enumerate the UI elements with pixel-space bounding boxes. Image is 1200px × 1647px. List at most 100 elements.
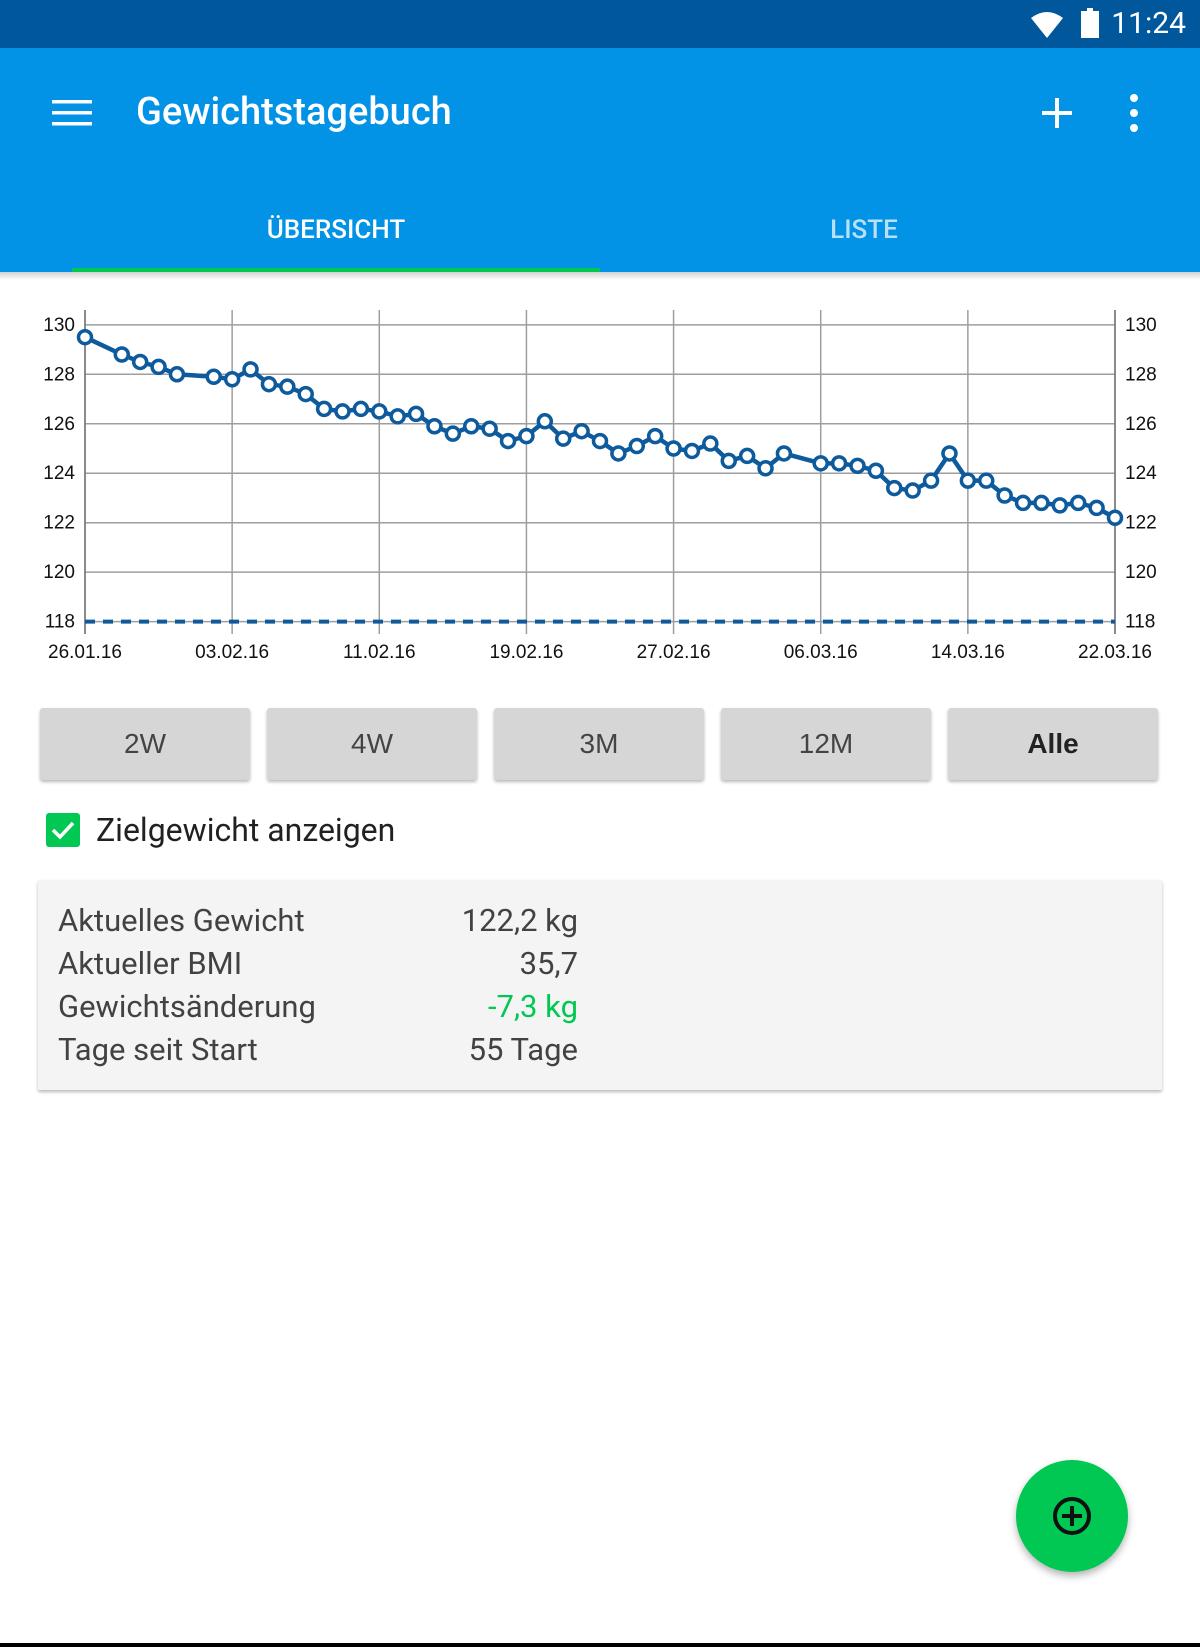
weight-data-point [260,375,278,393]
checkmark-icon [51,821,75,840]
tab-indicator [72,268,600,272]
weight-data-point [113,346,131,363]
weight-data-point [830,455,848,472]
weight-data-point [628,437,646,455]
chart-x-ticks: 26.01.16 03.02.16 11.02.16 19.02.16 27.02.16… [48,642,1152,663]
weight-data-point [536,413,554,430]
weight-data-point [463,417,480,435]
weight-data-point [1033,494,1050,512]
weight-data-point [1106,509,1124,527]
range-button-12m[interactable]: 12M [721,708,931,780]
stats-card: Aktuelles Gewicht 122,2 kg Aktueller BMI… [38,880,1162,1090]
stat-row-weight-change: Gewichtsänderung -7,3 kg [58,988,578,1031]
weight-data-point [591,432,609,450]
weight-data-point [867,462,885,480]
weight-data-point [720,452,737,470]
weight-data-point [407,405,425,423]
stat-value: -7,3 kg [487,988,578,1025]
range-button-4w[interactable]: 4W [267,708,477,780]
weight-data-point [996,487,1013,504]
add-circle-icon [1053,1497,1091,1535]
target-weight-toggle[interactable]: Zielgewicht anzeigen [46,810,395,850]
weight-data-point [554,430,572,447]
stat-row-days: Tage seit Start 55 Tage [58,1031,578,1074]
weight-data-point [223,371,241,388]
x-tick-label: 26.01.16 [48,642,122,663]
x-tick-label: 03.02.16 [195,642,269,663]
range-button-2w[interactable]: 2W [40,708,250,780]
x-tick-label: 14.03.16 [931,642,1005,663]
weight-data-point [279,378,296,395]
tab-overview[interactable]: ÜBERSICHT [266,215,406,245]
weight-data-point [959,472,977,489]
weight-data-point [242,361,259,378]
stat-row-bmi: Aktueller BMI 35,7 [58,945,578,988]
weight-data-point [812,455,829,472]
range-button-3m[interactable]: 3M [494,708,704,780]
y-tick-label-left: 122 [43,513,75,534]
stat-value: 55 Tage [468,1031,578,1068]
y-tick-label-right: 122 [1125,513,1157,534]
app-bar-shadow [0,272,1200,280]
weight-data-point [702,435,719,452]
target-weight-label: Zielgewicht anzeigen [96,811,396,849]
weight-data-point [444,425,462,442]
y-tick-label-right: 130 [1125,315,1157,336]
y-tick-label-right: 128 [1125,364,1157,385]
stat-label: Aktueller BMI [58,945,243,982]
battery-icon [1081,8,1099,38]
weight-chart: 118 118 120 120 122 122 124 124 126 126 128 128 130 1… [43,310,1157,663]
weight-data-point [886,479,903,497]
weight-data-point [76,328,94,346]
weight-data-point [646,427,664,445]
y-tick-label-right: 124 [1125,463,1157,484]
y-tick-label-left: 128 [43,364,75,385]
weight-data-point [941,445,958,462]
weight-data-point [205,368,222,386]
stat-label: Tage seit Start [58,1031,258,1068]
weight-data-point [683,442,701,460]
range-button-all[interactable]: Alle [948,708,1158,780]
weight-data-point [1069,494,1087,512]
weight-data-point [1088,499,1105,517]
weight-data-point [518,427,535,445]
weight-data-point [738,447,756,465]
weight-data-point [1051,497,1069,514]
weight-data-point [481,420,498,437]
weight-data-point [978,472,995,489]
stat-label: Gewichtsänderung [58,988,316,1025]
weight-data-point [922,472,940,489]
weight-data-point [499,432,517,450]
more-vert-icon[interactable] [1128,93,1140,133]
stat-label: Aktuelles Gewicht [58,902,305,939]
x-tick-label: 22.03.16 [1078,642,1152,663]
weight-data-point [849,457,866,475]
stat-value: 122,2 kg [461,902,578,939]
chart-y-ticks: 118 118 120 120 122 122 124 124 126 126 128 128 130 1… [43,315,1157,633]
weight-data-point [389,408,406,425]
y-tick-label-right: 118 [1125,612,1155,633]
weight-series-line [84,335,1117,520]
stat-row-current-weight: Aktuelles Gewicht 122,2 kg [58,902,578,945]
status-bar: 11:24 [0,0,1200,48]
weight-data-point [352,400,370,418]
weight-data-point [297,385,314,403]
weight-data-point [334,403,351,420]
weight-data-point [131,353,149,371]
add-entry-fab[interactable] [1016,1460,1128,1572]
add-icon[interactable] [1040,96,1074,130]
weight-data-point [665,440,682,457]
weight-data-point [426,417,443,435]
status-time: 11:24 [1111,6,1186,41]
y-tick-label-left: 124 [43,463,75,484]
checkbox-checked-icon[interactable] [46,813,80,847]
y-tick-label-left: 120 [43,562,75,583]
weight-data-point [315,400,333,418]
y-tick-label-right: 126 [1125,414,1157,435]
y-tick-label-left: 118 [45,612,75,633]
weight-data-point [573,422,590,440]
weight-data-point [371,403,388,420]
menu-icon[interactable] [52,98,92,128]
tab-list[interactable]: LISTE [830,215,898,245]
y-tick-label-left: 126 [43,414,75,435]
